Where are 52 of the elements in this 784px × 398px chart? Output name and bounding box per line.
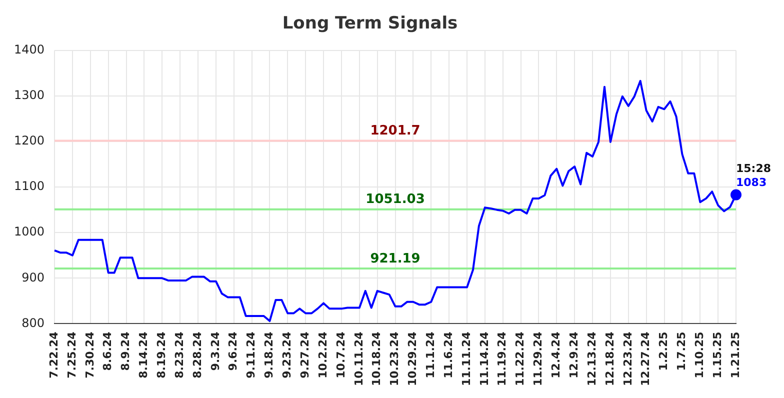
- x-tick-label: 7.30.24: [83, 331, 96, 378]
- y-tick-label: 1000: [14, 224, 45, 239]
- ref-line-label: 1201.7: [370, 124, 420, 139]
- x-tick-label: 11.22.24: [514, 331, 527, 386]
- x-tick-label: 9.6.24: [226, 331, 240, 371]
- x-tick-label: 12.13.24: [585, 331, 598, 386]
- x-tick-label: 11.19.24: [496, 331, 509, 386]
- x-tick-label: 12.27.24: [639, 331, 652, 386]
- x-tick-label: 10.2.24: [316, 331, 330, 378]
- chart-title: Long Term Signals: [282, 14, 458, 34]
- x-tick-label: 10.29.24: [406, 331, 420, 386]
- x-tick-label: 1.10.25: [692, 332, 706, 378]
- x-tick-label: 8.23.24: [172, 331, 186, 378]
- x-tick-label: 12.9.24: [567, 331, 580, 378]
- x-tick-label: 11.1.24: [424, 331, 437, 378]
- x-tick-label: 10.7.24: [334, 331, 348, 378]
- x-tick-label: 9.11.24: [244, 331, 258, 378]
- y-tick-label: 1100: [14, 179, 45, 194]
- x-tick-label: 1.7.25: [675, 332, 688, 371]
- x-tick-label: 8.9.24: [119, 331, 132, 371]
- x-tick-label: 10.18.24: [370, 331, 384, 386]
- data-label: 1083: [736, 176, 767, 190]
- x-tick-label: 12.4.24: [550, 331, 563, 378]
- x-tick-label: 9.18.24: [262, 331, 276, 378]
- x-tick-label: 1.2.25: [657, 332, 670, 371]
- x-tick-label: 10.23.24: [388, 331, 402, 386]
- x-tick-label: 1.21.25: [728, 332, 742, 378]
- x-tick-label: 8.14.24: [137, 331, 150, 378]
- y-tick-label: 900: [22, 270, 45, 284]
- x-tick-label: 7.25.24: [65, 331, 78, 378]
- x-tick-label: 12.18.24: [603, 331, 616, 386]
- y-tick-label: 1200: [14, 134, 45, 148]
- x-tick-label: 8.19.24: [155, 331, 168, 378]
- x-tick-label: 11.6.24: [442, 331, 455, 378]
- x-tick-label: 11.29.24: [532, 331, 545, 386]
- x-tick-label: 7.22.24: [47, 331, 60, 378]
- x-tick-label: 11.11.24: [460, 331, 473, 386]
- y-tick-label: 1300: [14, 88, 45, 102]
- x-tick-label: 11.14.24: [478, 331, 491, 386]
- x-tick-label: 10.11.24: [352, 331, 366, 386]
- y-tick-label: 1400: [14, 42, 45, 57]
- x-tick-label: 12.23.24: [621, 331, 634, 386]
- x-tick-label: 9.23.24: [280, 331, 294, 378]
- y-tick-label: 800: [22, 316, 45, 330]
- x-tick-label: 9.3.24: [208, 331, 222, 371]
- x-tick-label: 8.28.24: [190, 331, 204, 378]
- ref-line-label: 1051.03: [366, 192, 425, 208]
- x-tick-label: 8.6.24: [101, 331, 114, 371]
- x-tick-label: 9.27.24: [298, 331, 312, 378]
- annotation: 15:28: [736, 162, 772, 176]
- x-tick-label: 1.15.25: [710, 332, 724, 378]
- ref-line-label: 921.19: [370, 251, 420, 266]
